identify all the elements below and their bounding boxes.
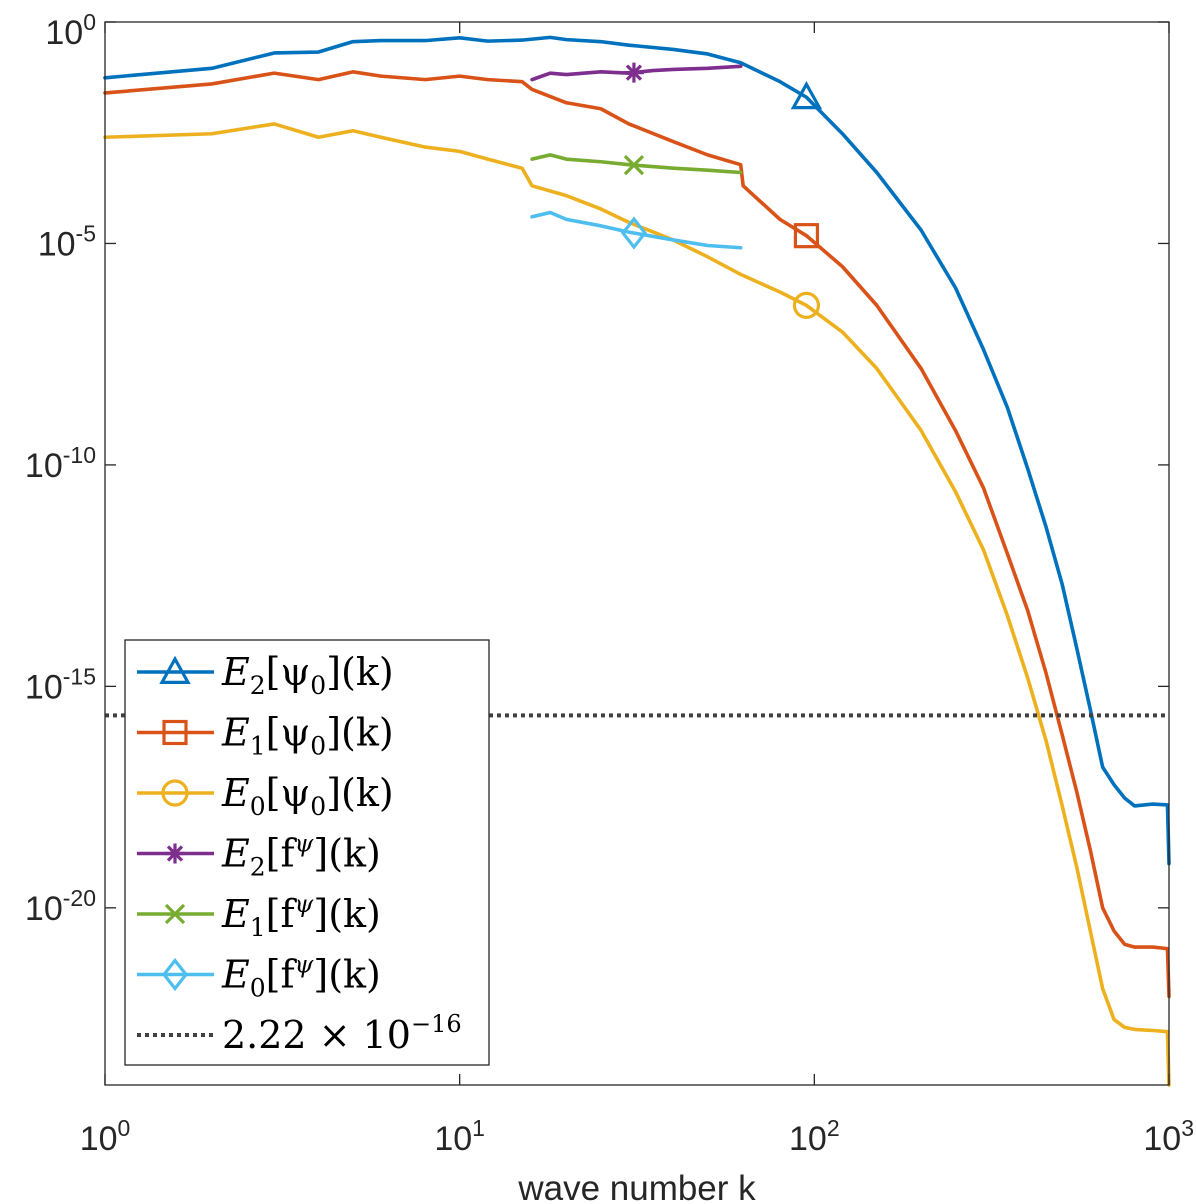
legend-marker-3 [165,843,185,864]
x-axis-label: wave number k [517,1169,756,1204]
series-marker-0 [790,80,823,110]
series-line-2 [103,122,1171,1087]
series-marker-2 [792,291,821,319]
legend-marker-4 [164,903,186,925]
x-tick-label-3: 103 [1143,1115,1194,1158]
legend-marker-1 [162,719,188,746]
series-line-1 [103,70,1171,999]
series-line-4 [530,153,743,175]
legend-label-6: 2.22 × 10−16 [222,1010,462,1057]
series-marker-4 [623,154,645,176]
legend-label-0: E2[ψ0](k) [221,650,394,700]
legend-marker-2 [161,779,189,807]
y-tick-label-2: 10-10 [25,442,96,485]
x-tick-label-1: 101 [434,1115,485,1158]
series-marker-3 [623,62,644,83]
series-line-0 [103,35,1171,866]
y-tick-label-4: 10-20 [25,885,96,928]
plot-area-frame [104,21,1170,1086]
legend-label-4: E1[fψ](k) [221,890,381,942]
x-tick-label-2: 102 [789,1115,840,1158]
legend: E2[ψ0](k) E1[ψ0](k) E0[ψ0](k) E2[fψ](k) E1[f… [124,639,490,1066]
legend-label-3: E2[fψ](k) [221,830,381,882]
legend-marker-5 [161,957,189,992]
legend-label-2: E0[ψ0](k) [221,771,394,821]
y-tick-label-0: 100 [45,9,96,52]
series-line-5 [530,210,743,250]
y-tick-label-1: 10-5 [38,220,96,263]
series-marker-5 [620,216,647,250]
legend-marker-0 [159,655,191,684]
series-marker-1 [793,223,820,249]
legend-label-1: E1[ψ0](k) [221,711,394,761]
x-tick-label-0: 100 [80,1115,131,1158]
legend-label-5: E0[fψ](k) [221,951,381,1003]
y-tick-label-3: 10-15 [25,663,96,706]
